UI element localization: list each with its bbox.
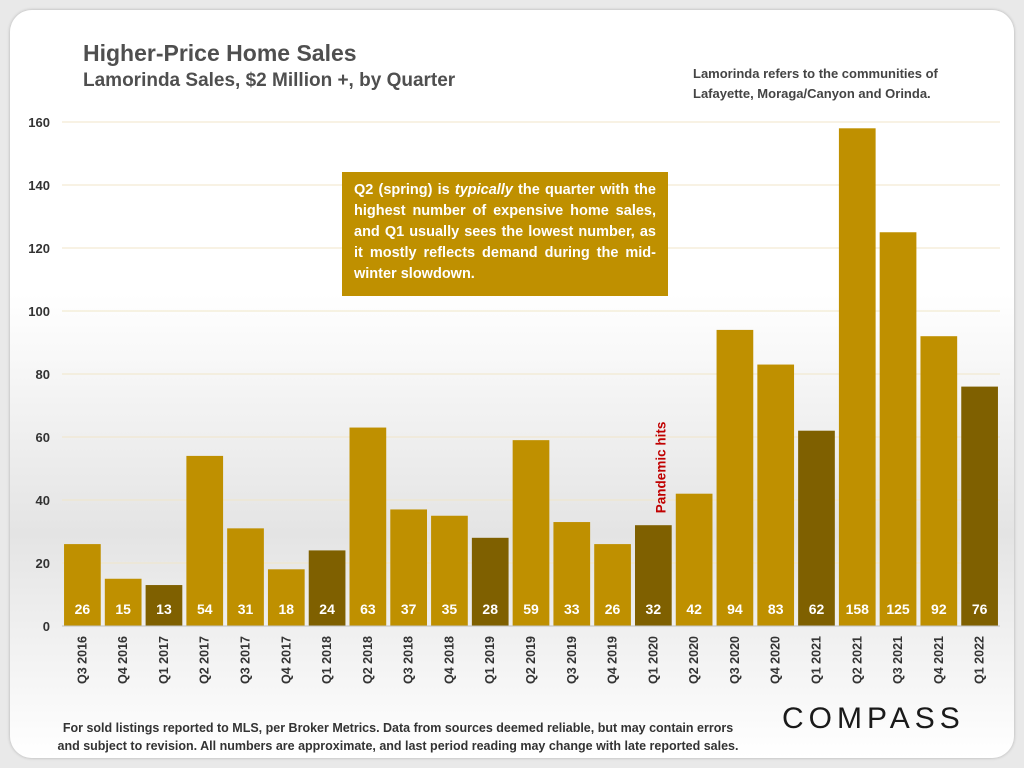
- x-tick-label: Q4 2016: [116, 636, 130, 684]
- bar-value-label: 35: [442, 601, 458, 617]
- pandemic-annotation: Pandemic hits: [653, 422, 668, 514]
- bar-value-label: 83: [768, 601, 784, 617]
- x-tick-label: Q4 2019: [606, 636, 620, 684]
- bar: [104, 578, 142, 626]
- bar-value-label: 42: [686, 601, 702, 617]
- source-footnote: For sold listings reported to MLS, per B…: [48, 719, 748, 755]
- x-tick-label: Q4 2020: [769, 636, 783, 684]
- x-tick-label: Q3 2019: [565, 636, 579, 684]
- x-tick-label: Q3 2021: [891, 636, 905, 684]
- bar: [390, 509, 428, 626]
- x-tick-label: Q1 2022: [973, 636, 987, 684]
- x-tick-label: Q1 2019: [483, 636, 497, 684]
- bar-value-label: 26: [605, 601, 621, 617]
- x-tick-label: Q2 2017: [198, 636, 212, 684]
- bar: [308, 550, 346, 626]
- x-tick-label: Q2 2019: [524, 636, 538, 684]
- bar-value-label: 59: [523, 601, 539, 617]
- bar: [634, 525, 672, 626]
- definition-note-line1: Lamorinda refers to the communities of: [693, 66, 938, 81]
- x-tick-label: Q3 2020: [728, 636, 742, 684]
- y-tick-label: 140: [28, 178, 50, 193]
- bar: [879, 232, 917, 626]
- x-tick-label: Q3 2016: [75, 636, 89, 684]
- bar-value-label: 15: [115, 601, 131, 617]
- x-tick-label: Q2 2020: [687, 636, 701, 684]
- definition-note: Lamorinda refers to the communities of L…: [693, 64, 993, 104]
- bar: [675, 493, 713, 626]
- bar: [553, 522, 591, 626]
- y-tick-label: 120: [28, 241, 50, 256]
- bar-value-label: 33: [564, 601, 580, 617]
- y-tick-label: 100: [28, 304, 50, 319]
- x-tick-label: Q4 2021: [932, 636, 946, 684]
- bar: [64, 544, 101, 626]
- bar: [145, 585, 183, 626]
- bar: [798, 430, 835, 626]
- y-tick-label: 20: [36, 556, 50, 571]
- bar-value-label: 26: [75, 601, 91, 617]
- bar: [512, 440, 550, 626]
- y-tick-label: 160: [28, 115, 50, 130]
- bar: [267, 569, 305, 626]
- bar-value-label: 62: [809, 601, 825, 617]
- y-tick-label: 0: [43, 619, 50, 634]
- bar-value-label: 158: [846, 601, 870, 617]
- x-tick-label: Q1 2017: [157, 636, 171, 684]
- x-tick-label: Q4 2018: [442, 636, 456, 684]
- x-tick-label: Q3 2018: [402, 636, 416, 684]
- compass-logo: COMPASS: [782, 702, 965, 735]
- seasonality-callout: Q2 (spring) is typically the quarter wit…: [342, 172, 668, 296]
- bar-value-label: 92: [931, 601, 947, 617]
- bar: [757, 364, 795, 626]
- bar-value-label: 28: [482, 601, 498, 617]
- bar: [594, 544, 631, 626]
- x-tick-label: Q2 2021: [850, 636, 864, 684]
- bar: [227, 528, 264, 626]
- x-tick-label: Q4 2017: [279, 636, 293, 684]
- bar: [349, 427, 387, 626]
- y-tick-label: 80: [36, 367, 50, 382]
- bar-value-label: 125: [886, 601, 910, 617]
- bar-value-label: 63: [360, 601, 376, 617]
- x-tick-label: Q3 2017: [239, 636, 253, 684]
- bar: [471, 537, 509, 626]
- x-tick-label: Q2 2018: [361, 636, 375, 684]
- x-tick-label: Q1 2021: [809, 636, 823, 684]
- bar-value-label: 24: [319, 601, 335, 617]
- bar-value-label: 37: [401, 601, 417, 617]
- bar: [961, 386, 998, 626]
- bar-value-label: 54: [197, 601, 213, 617]
- x-tick-label: Q1 2020: [646, 636, 660, 684]
- footnote-line2: and subject to revision. All numbers are…: [57, 739, 739, 753]
- bar-value-label: 13: [156, 601, 172, 617]
- chart-title: Higher-Price Home Sales: [83, 40, 357, 66]
- bar: [920, 336, 958, 626]
- bar: [716, 329, 754, 626]
- y-tick-label: 60: [36, 430, 50, 445]
- bar-value-label: 31: [238, 601, 254, 617]
- chart-subtitle: Lamorinda Sales, $2 Million +, by Quarte…: [83, 70, 456, 91]
- callout-text-part2: the quarter with the highest number of e…: [354, 182, 656, 282]
- x-tick-label: Q1 2018: [320, 636, 334, 684]
- definition-note-line2: Lafayette, Moraga/Canyon and Orinda.: [693, 86, 931, 101]
- bar: [431, 515, 468, 626]
- bar: [838, 128, 876, 627]
- callout-text-part1: Q2 (spring) is: [354, 182, 455, 198]
- bar-value-label: 76: [972, 601, 988, 617]
- bar-value-label: 94: [727, 601, 743, 617]
- bar: [186, 455, 224, 626]
- footnote-line1: For sold listings reported to MLS, per B…: [62, 721, 734, 735]
- callout-text-emphasis: typically: [454, 182, 513, 198]
- bar-value-label: 18: [279, 601, 295, 617]
- bar-value-label: 32: [646, 601, 662, 617]
- y-tick-label: 40: [36, 493, 50, 508]
